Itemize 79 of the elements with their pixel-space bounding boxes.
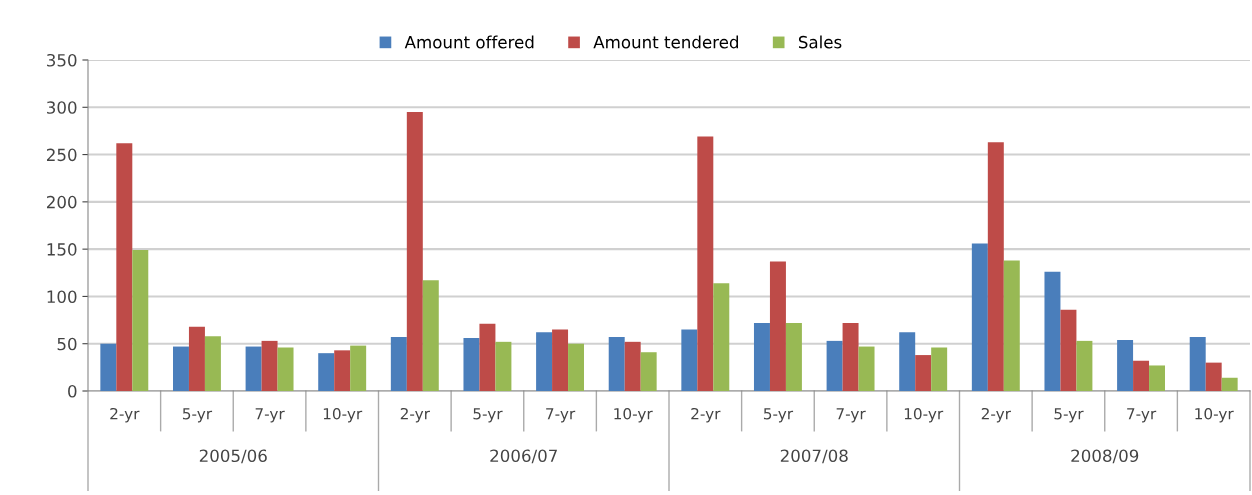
bar <box>753 322 770 391</box>
bar <box>188 326 205 391</box>
bar <box>624 341 641 391</box>
bar <box>1044 271 1061 391</box>
bar <box>568 343 585 391</box>
bar <box>826 340 843 391</box>
bar <box>422 280 439 391</box>
bar <box>552 329 569 391</box>
x-tick-label: 5-yr <box>1054 408 1084 423</box>
text: 2005/06 <box>199 449 267 464</box>
bar <box>1003 260 1020 391</box>
bar <box>931 347 948 391</box>
y-tick-label: 100 <box>47 290 77 303</box>
bar <box>495 341 512 391</box>
bar <box>899 332 916 391</box>
bar <box>204 336 221 391</box>
x-tick-label: 7-yr <box>255 408 285 423</box>
bar <box>479 323 496 391</box>
bar <box>1221 377 1238 391</box>
bar <box>858 346 875 391</box>
bar <box>1117 339 1134 391</box>
x-tick-label: 7-yr <box>1127 408 1157 423</box>
bar <box>785 322 802 391</box>
x-tick-label: 2-yr <box>691 407 721 423</box>
x-tick-label: 10-yr <box>323 407 363 423</box>
x-tick-label: 7-yr <box>546 408 576 423</box>
y-tick-label: 50 <box>57 337 77 351</box>
bar <box>1076 340 1093 391</box>
bar <box>640 352 657 391</box>
x-tick-label: 2-yr <box>110 407 140 423</box>
text: 2007/08 <box>780 449 848 464</box>
bar <box>350 345 367 391</box>
bar <box>172 346 189 391</box>
x-tick-label: 5-yr <box>473 408 503 423</box>
bar <box>318 353 335 391</box>
bar <box>1133 360 1150 391</box>
legend-label: Amount tendered <box>593 35 738 49</box>
bar <box>277 347 294 391</box>
bar <box>842 322 859 391</box>
bar <box>390 337 407 391</box>
y-tick-label: 150 <box>47 243 77 256</box>
bar <box>681 329 698 391</box>
bar <box>100 343 117 391</box>
bar <box>132 250 149 391</box>
bar <box>1189 337 1206 391</box>
bar <box>971 243 988 391</box>
y-tick-label: 350 <box>47 53 77 67</box>
x-tick-label: 2-yr <box>981 407 1011 423</box>
x-tick-label: 10-yr <box>904 407 944 423</box>
x-tick-label: 10-yr <box>1195 407 1234 423</box>
y-tick-label: 200 <box>46 195 77 209</box>
x-tick-label: 2-yr <box>400 407 430 423</box>
text: 2008/09 <box>1071 449 1139 464</box>
x-tick-label: 5-yr <box>182 408 213 423</box>
legend-label: Amount offered <box>404 35 534 49</box>
bar <box>536 332 553 391</box>
x-tick-label: 7-yr <box>836 408 866 423</box>
y-tick-label: 250 <box>46 148 77 162</box>
y-tick-label: 0 <box>68 384 77 398</box>
bar <box>769 261 786 391</box>
x-tick-label: 10-yr <box>614 407 653 423</box>
bar <box>608 337 625 391</box>
bar <box>1205 362 1222 391</box>
bar <box>334 350 351 391</box>
bar <box>406 112 423 391</box>
bar <box>1149 365 1166 391</box>
legend-label: Sales <box>798 35 842 49</box>
x-tick-label: 5-yr <box>763 408 794 423</box>
text: 2006/07 <box>490 449 557 464</box>
bar <box>697 136 714 391</box>
bar <box>245 346 262 391</box>
y-tick-label: 300 <box>47 101 77 114</box>
bar <box>713 283 730 391</box>
bar <box>463 338 480 391</box>
bar <box>116 143 133 391</box>
bar <box>987 142 1004 391</box>
bar <box>1060 309 1077 391</box>
bar <box>915 355 932 391</box>
bar <box>261 340 278 391</box>
